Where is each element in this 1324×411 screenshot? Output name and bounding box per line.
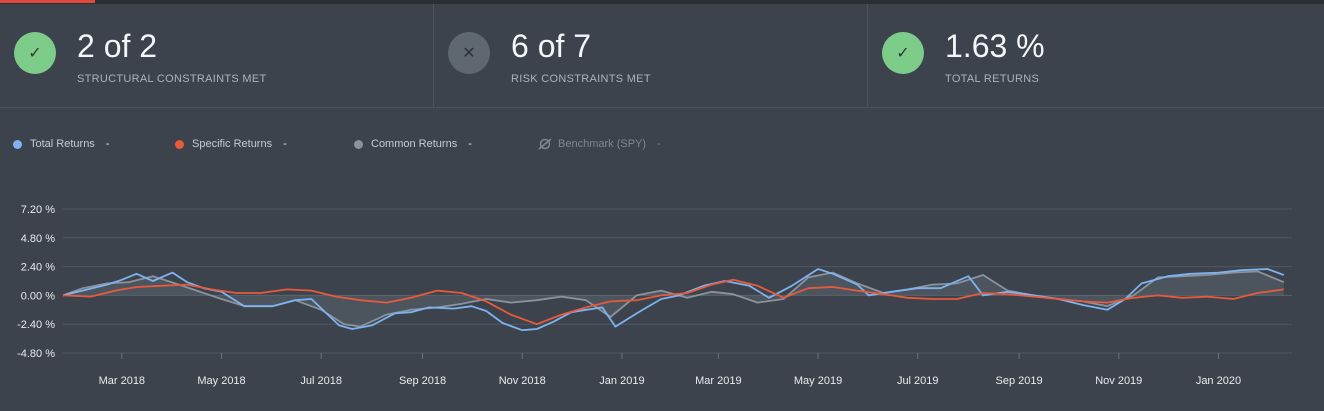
x-tick-label: Jan 2019 — [599, 375, 644, 387]
structural-constraints-card[interactable]: ✓ 2 of 2 STRUCTURAL CONSTRAINTS MET — [0, 4, 434, 107]
x-tick-label: Nov 2018 — [499, 375, 546, 387]
x-tick-label: Jul 2018 — [300, 375, 342, 387]
top-progress-accent — [0, 0, 95, 3]
common-returns-dot-icon — [354, 139, 363, 149]
risk-constraints-value: 6 of 7 — [511, 28, 592, 64]
line-layer — [62, 268, 1285, 332]
returns-chart: 7.20 % 4.80 % 2.40 % 0.00 % -2.40 % -4.80 % M… — [17, 204, 1292, 387]
x-tick-label: Sep 2018 — [399, 375, 446, 387]
x-tick-label: Nov 2019 — [1095, 375, 1142, 387]
risk-constraints-card[interactable]: ✕ 6 of 7 RISK CONSTRAINTS MET — [434, 4, 868, 107]
structural-constraints-label: STRUCTURAL CONSTRAINTS MET — [77, 73, 267, 85]
x-axis: Mar 2018 May 2018 Jul 2018 Sep 2018 Nov 2018… — [99, 353, 1241, 387]
x-tick-label: Mar 2019 — [695, 375, 741, 387]
legend-label: Total Returns — [30, 138, 95, 150]
total-returns-card[interactable]: ✓ 1.63 % TOTAL RETURNS — [868, 4, 1309, 107]
chart-legend: Total Returns - Specific Returns - Commo… — [0, 138, 1324, 156]
legend-item-total-returns[interactable]: Total Returns - — [13, 138, 109, 150]
y-tick-label: 0.00 % — [21, 290, 55, 302]
x-tick-label: Jan 2020 — [1196, 375, 1241, 387]
common-returns-area — [63, 271, 1284, 327]
close-icon: ✕ — [448, 32, 490, 74]
total-returns-value: 1.63 % — [945, 28, 1045, 64]
legend-value: - — [105, 138, 110, 150]
legend-label: Common Returns — [371, 138, 458, 150]
total-returns-dot-icon — [13, 139, 22, 149]
area-layer — [63, 271, 1284, 327]
summary-cards: ✓ 2 of 2 STRUCTURAL CONSTRAINTS MET ✕ 6 … — [0, 4, 1324, 108]
y-tick-label: 2.40 % — [21, 262, 55, 274]
specific-returns-dot-icon — [175, 139, 184, 149]
legend-item-benchmark[interactable]: Benchmark (SPY) - — [538, 138, 661, 150]
benchmark-disabled-icon — [538, 138, 552, 150]
legend-value: - — [468, 138, 472, 150]
check-icon: ✓ — [14, 32, 56, 74]
legend-label: Specific Returns — [192, 138, 273, 150]
x-tick-label: May 2019 — [794, 375, 842, 387]
y-axis: 7.20 % 4.80 % 2.40 % 0.00 % -2.40 % -4.80 % — [17, 204, 55, 360]
specific-returns-line — [62, 278, 1284, 326]
legend-item-common-returns[interactable]: Common Returns - — [354, 138, 472, 150]
total-returns-label: TOTAL RETURNS — [945, 73, 1040, 85]
risk-constraints-label: RISK CONSTRAINTS MET — [511, 73, 651, 85]
x-tick-label: Mar 2018 — [99, 375, 145, 387]
legend-value: - — [283, 138, 287, 150]
x-tick-label: Sep 2019 — [996, 375, 1043, 387]
y-tick-label: 4.80 % — [21, 233, 55, 245]
x-tick-label: Jul 2019 — [897, 375, 939, 387]
legend-item-specific-returns[interactable]: Specific Returns - — [175, 138, 287, 150]
legend-label: Benchmark (SPY) — [558, 138, 647, 150]
legend-value: - — [657, 138, 661, 150]
x-tick-label: May 2018 — [197, 375, 245, 387]
y-tick-label: -4.80 % — [17, 348, 55, 360]
check-icon: ✓ — [882, 32, 924, 74]
structural-constraints-value: 2 of 2 — [77, 28, 158, 64]
grid-layer — [63, 208, 1292, 354]
y-tick-label: -2.40 % — [17, 319, 55, 331]
y-tick-label: 7.20 % — [21, 204, 55, 216]
top-progress-line — [0, 0, 1324, 4]
